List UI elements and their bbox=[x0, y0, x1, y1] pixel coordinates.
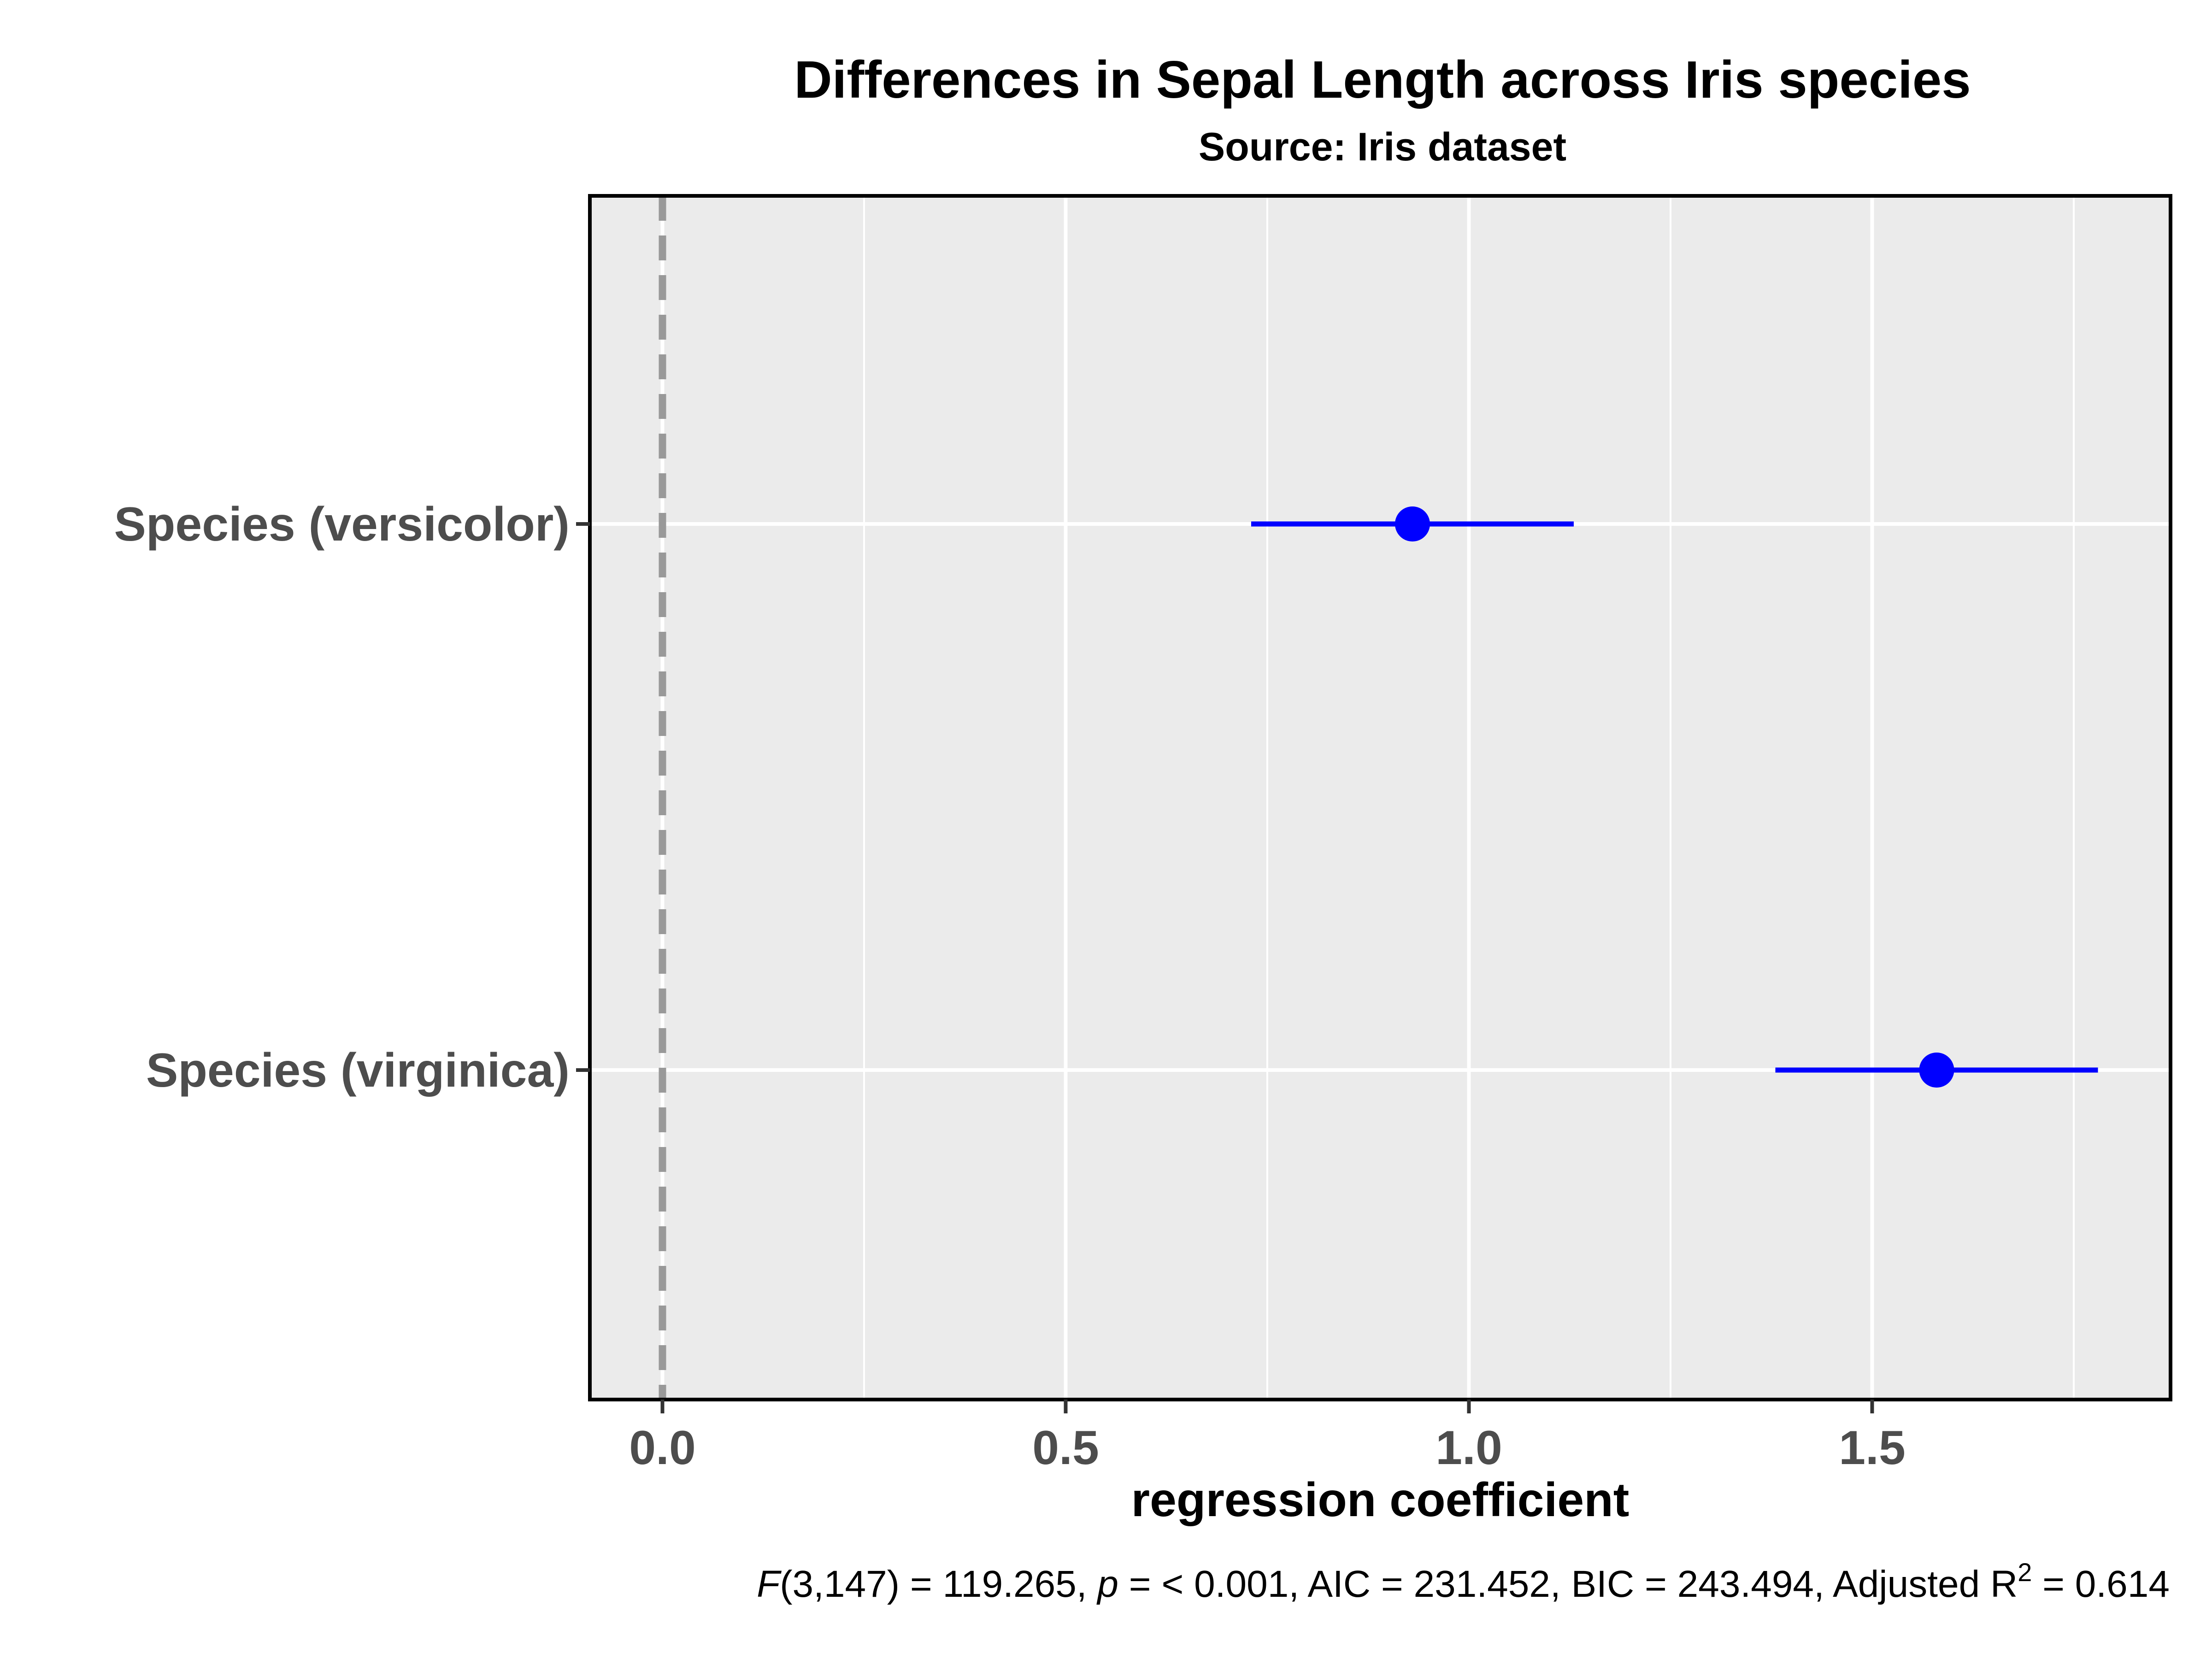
x-tick-label: 0.0 bbox=[629, 1421, 696, 1475]
coefficient-point bbox=[1919, 1053, 1954, 1088]
x-tick-label: 1.0 bbox=[1435, 1421, 1502, 1475]
coefficient-point bbox=[1395, 506, 1430, 541]
caption-p-label: p bbox=[1096, 1563, 1118, 1605]
caption-r-value: = 0.614 bbox=[2032, 1563, 2170, 1605]
plot-border bbox=[588, 194, 2172, 1401]
model-fit-caption: F(3,147) = 119.265, p = < 0.001, AIC = 2… bbox=[757, 1558, 2170, 1605]
x-tick-label: 1.5 bbox=[1839, 1421, 1906, 1475]
x-axis-label: regression coefficient bbox=[1131, 1473, 1630, 1527]
caption-p-value: = < 0.001, AIC = 231.452, BIC = 243.494,… bbox=[1118, 1563, 2018, 1605]
x-axis: 0.0 0.5 1.0 1.5 bbox=[629, 1400, 1906, 1475]
coefficient-marks bbox=[1251, 506, 2098, 1088]
caption-f-label: F bbox=[757, 1563, 782, 1605]
plot-panel bbox=[590, 196, 2171, 1400]
y-tick-label: Species (versicolor) bbox=[114, 498, 570, 551]
chart-subtitle: Source: Iris dataset bbox=[1199, 125, 1566, 169]
x-tick-label: 0.5 bbox=[1032, 1421, 1099, 1475]
y-axis: Species (versicolor) Species (virginica) bbox=[114, 498, 590, 1097]
caption-r-superscript: 2 bbox=[2018, 1558, 2032, 1587]
y-tick-label: Species (virginica) bbox=[146, 1044, 570, 1097]
caption-f-value: (3,147) = 119.265, bbox=[780, 1563, 1097, 1605]
minor-gridlines bbox=[863, 196, 2075, 1400]
chart-title: Differences in Sepal Length across Iris … bbox=[794, 51, 1971, 109]
